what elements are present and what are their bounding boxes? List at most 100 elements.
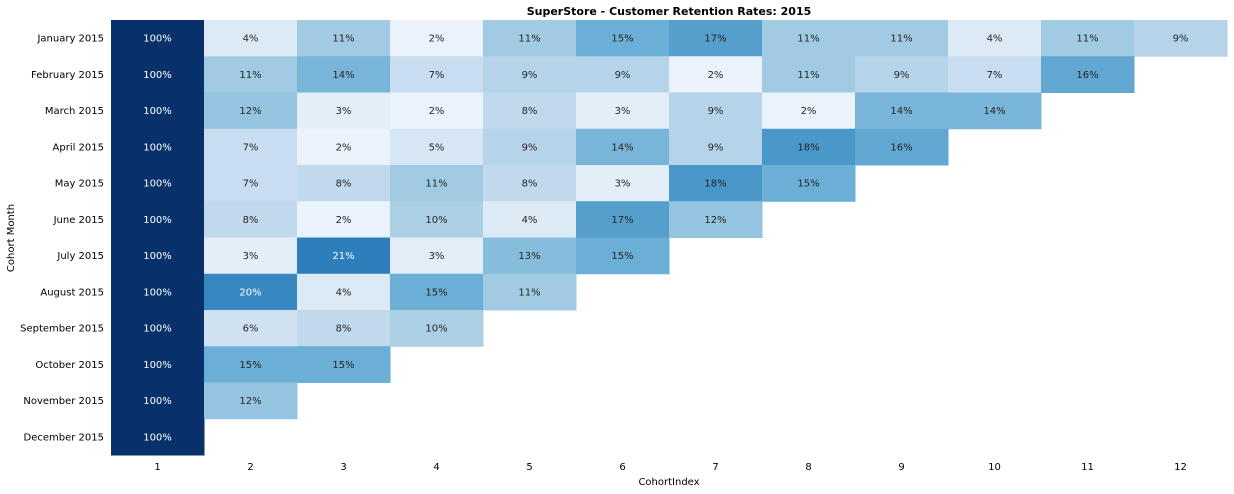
heatmap-cell — [1041, 56, 1135, 93]
heatmap-cell — [576, 92, 670, 130]
heatmap-cell — [762, 20, 856, 57]
heatmap-cell — [669, 92, 763, 130]
heatmap-cell-label: 9% — [708, 142, 724, 153]
heatmap-cell — [576, 201, 670, 238]
heatmap-cell-label: 15% — [239, 360, 261, 371]
heatmap-cell — [204, 92, 298, 130]
heatmap-cell — [855, 20, 949, 57]
heatmap-cell — [204, 237, 298, 275]
x-tick-label: 1 — [154, 462, 160, 473]
x-tick-label: 8 — [805, 462, 811, 473]
heatmap-cell — [762, 128, 856, 166]
heatmap-cell — [1041, 20, 1135, 57]
heatmap-cell-label: 11% — [332, 34, 354, 45]
heatmap-cell-label: 12% — [239, 106, 261, 117]
heatmap-cell — [204, 128, 298, 166]
heatmap-cell — [576, 56, 670, 93]
heatmap-cell — [297, 20, 391, 57]
heatmap-cell — [855, 56, 949, 93]
heatmap-cell — [390, 273, 484, 311]
heatmap-cell — [669, 20, 763, 57]
heatmap-cell-label: 15% — [611, 34, 633, 45]
heatmap-cell-label: 15% — [797, 179, 819, 190]
heatmap-cell — [483, 201, 577, 238]
y-tick-label: October 2015 — [35, 360, 104, 371]
heatmap-cell — [111, 237, 205, 275]
heatmap-cell — [111, 418, 205, 456]
heatmap-cell — [483, 128, 577, 166]
heatmap-cell — [669, 128, 763, 166]
heatmap-cell-label: 2% — [801, 106, 817, 117]
heatmap-cell — [111, 346, 205, 383]
heatmap-cell-label: 11% — [518, 34, 540, 45]
heatmap-cell-label: 2% — [429, 106, 445, 117]
heatmap-cell-label: 4% — [336, 287, 352, 298]
heatmap-cell — [390, 237, 484, 275]
heatmap-cell — [204, 382, 298, 420]
heatmap-cell-label: 100% — [143, 70, 172, 81]
heatmap-cell-label: 9% — [1173, 34, 1189, 45]
heatmap-cell-label: 100% — [143, 215, 172, 226]
heatmap-cell — [111, 92, 205, 130]
heatmap-cell — [948, 92, 1042, 130]
heatmap-cell — [111, 56, 205, 93]
heatmap-cell-label: 4% — [243, 34, 259, 45]
heatmap-cell — [483, 165, 577, 202]
heatmap-cell — [576, 237, 670, 275]
heatmap-cell-label: 9% — [522, 142, 538, 153]
heatmap-cell-label: 4% — [987, 34, 1003, 45]
heatmap-cell-label: 14% — [611, 142, 633, 153]
x-tick-label: 11 — [1081, 462, 1094, 473]
heatmap-cell-label: 11% — [797, 70, 819, 81]
x-tick-labels: 1 2 3 4 5 6 7 8 9 10 11 12 — [154, 462, 1187, 473]
heatmap-cell-label: 11% — [425, 179, 447, 190]
heatmap-cell-label: 8% — [522, 106, 538, 117]
y-tick-label: August 2015 — [40, 287, 104, 298]
heatmap-cell — [297, 346, 391, 383]
heatmap-cell — [669, 201, 763, 238]
heatmap-cell — [390, 310, 484, 347]
x-tick-label: 3 — [340, 462, 346, 473]
x-tick-label: 7 — [712, 462, 718, 473]
heatmap-cell-label: 100% — [143, 106, 172, 117]
heatmap-cell — [297, 237, 391, 275]
heatmap-cell — [669, 56, 763, 93]
heatmap-cell — [483, 56, 577, 93]
heatmap-cell — [297, 201, 391, 238]
heatmap-cell-label: 15% — [611, 251, 633, 262]
heatmap-cell-label: 20% — [239, 287, 261, 298]
heatmap-cell-label: 11% — [797, 34, 819, 45]
heatmap-cell — [390, 20, 484, 57]
heatmap-cell-label: 100% — [143, 287, 172, 298]
heatmap-cell-label: 8% — [336, 324, 352, 335]
heatmap-cell-label: 15% — [332, 360, 354, 371]
x-tick-label: 6 — [619, 462, 625, 473]
heatmap-cell — [762, 165, 856, 202]
heatmap-cell — [483, 237, 577, 275]
heatmap-cell — [297, 273, 391, 311]
heatmap-cell-label: 17% — [704, 34, 726, 45]
y-tick-label: January 2015 — [36, 34, 104, 45]
heatmap-cell-label: 18% — [704, 179, 726, 190]
heatmap-cell-label: 3% — [429, 251, 445, 262]
y-axis-label: Cohort Month — [6, 204, 17, 272]
heatmap-cell-label: 100% — [143, 34, 172, 45]
heatmap-cell-label: 100% — [143, 324, 172, 335]
heatmap-cell-label: 17% — [611, 215, 633, 226]
heatmap-cell-label: 7% — [243, 142, 259, 153]
heatmap-cell — [204, 310, 298, 347]
y-tick-label: September 2015 — [20, 324, 104, 335]
heatmap-cell-label: 100% — [143, 432, 172, 443]
heatmap-cell-label: 8% — [243, 215, 259, 226]
heatmap-cell — [297, 92, 391, 130]
heatmap-cell-label: 7% — [243, 179, 259, 190]
x-tick-label: 4 — [433, 462, 439, 473]
heatmap-cell — [111, 201, 205, 238]
heatmap-cell — [297, 56, 391, 93]
heatmap-cell — [111, 382, 205, 420]
x-tick-label: 5 — [526, 462, 532, 473]
heatmap-cell — [111, 165, 205, 202]
heatmap-cell — [390, 201, 484, 238]
heatmap-cell-label: 3% — [615, 106, 631, 117]
